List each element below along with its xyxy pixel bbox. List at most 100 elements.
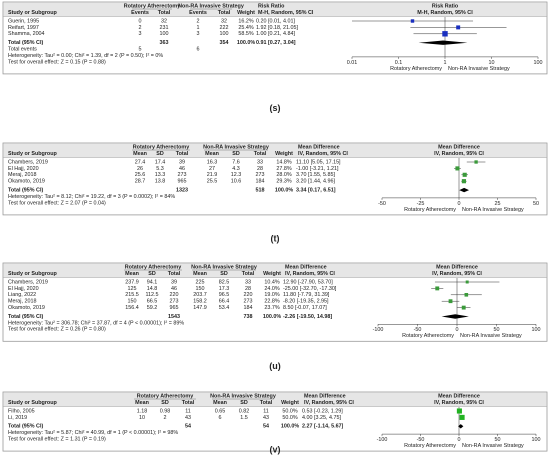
cell: 28 [245,286,251,292]
cell: 12.3 [231,172,242,178]
group-header: Rotatory Atherectomy [133,144,189,150]
cell: 46 [179,166,185,172]
heterogeneity: Heterogeneity: Tau² = 8.12; Chi² = 19.22… [8,194,175,200]
total-cell: 54 [263,424,269,430]
column-header: Mean [133,151,147,157]
weight: 10.4% [264,279,279,285]
cell: 273 [170,299,179,305]
estimate-marker [410,19,415,23]
column-header: Events [189,10,207,16]
estimate-marker [459,414,465,420]
total-diamond [418,40,468,45]
cell: 94.1 [147,279,158,285]
overall-effect: Test for overall effect: Z = 2.07 (P = 0… [8,200,106,206]
cell: 59.2 [147,305,158,311]
cell: 273 [256,172,265,178]
effect: 1.00 [0.21, 4.84] [256,31,295,37]
x-tick-label: 100 [532,437,541,443]
cell: 17.4 [155,159,166,165]
effect: 11.80 [-7.79, 31.39] [283,292,330,298]
effect: 0.53 [-0.23, 1.29] [302,408,343,414]
cell: 5.3 [156,166,164,172]
cell: 1 [197,25,200,31]
effect-header: M-H, Random, 95% CI [258,10,314,16]
plot-header: M-H, Random, 95% CI [417,10,473,16]
total-weight: 100.0% [275,188,293,194]
cell: 27 [209,166,215,172]
cell: 1.5 [240,415,248,421]
effect: 1.92 [0.18, 21.05] [256,25,298,31]
estimate-marker [456,25,461,30]
column-header: SD [148,271,156,277]
effect: 3.20 [1.44, 4.96] [296,179,335,185]
cell: 2 [164,415,167,421]
cell: 184 [256,179,265,185]
cell: 184 [244,305,253,311]
group-header: Rotatory Atherectomy [137,393,193,399]
favours-left: Rotatory Atherectomy [404,207,456,213]
panel-caption: (u) [269,361,281,371]
total-name: Total (95% CI) [8,424,43,430]
estimate-marker [461,179,467,184]
x-tick-label: 50 [494,327,500,333]
panel-caption: (t) [271,233,280,243]
effect-header: Mean Difference [285,264,327,270]
study-name: Okamoto, 2019 [8,305,45,311]
estimate-marker [456,408,462,414]
heterogeneity: Heterogeneity: Tau² = 5.87; Chi² = 40.99… [8,430,178,436]
group-header: Non-RA Invasive Strategy [178,3,244,9]
cell: 112.5 [145,292,158,298]
total-weight: 100.0% [263,314,281,320]
heterogeneity: Heterogeneity: Tau² = 0.00; Chi² = 1.39,… [8,53,163,59]
group-header: Rotatory Atherectomy [124,3,180,9]
x-tick-label: -50 [417,437,425,443]
weight: 23.7% [264,305,279,311]
weight: 50.0% [282,408,297,414]
cell: 222 [220,25,229,31]
total-effect: 3.34 [0.17, 6.51] [296,188,336,194]
panel-caption: (s) [270,103,281,113]
header-band [3,392,547,407]
heterogeneity: Heterogeneity: Tau² = 306.78; Chi² = 37.… [8,320,184,326]
cell: 27.4 [135,159,146,165]
cell: 0.65 [215,408,226,414]
cell: 100 [220,31,229,37]
effect: 8.50 [-0.07, 17.07] [283,305,327,311]
column-header: Study or Subgroup [8,400,58,406]
weight: 50.0% [282,415,297,421]
cell: 273 [178,172,187,178]
total-diamond [458,424,464,429]
cell: 21.9 [207,172,218,178]
cell: 53.4 [219,305,230,311]
group-header: Non-RA Invasive Strategy [203,144,269,150]
panel-frame [2,142,548,216]
column-header: Total [260,400,273,406]
plot-header: Risk Ratio [432,3,459,9]
x-tick-label: -50 [378,201,386,207]
column-header: Events [131,10,149,16]
column-header: Study or Subgroup [8,10,58,16]
plot-header: IV, Random, 95% CI [434,400,484,406]
cell: 43 [185,415,191,421]
total-diamond [459,187,470,193]
plot-header: Mean Difference [438,393,480,399]
total-name: Total (95% CI) [8,188,43,194]
header-band [3,263,547,278]
plot-header: IV, Random, 95% CI [434,151,484,157]
effect: 11.10 [5.05, 17.15] [296,159,341,165]
favours-right: Non-RA Invasive Strategy [462,443,524,449]
cell: 28.7 [135,179,146,185]
weight: 25.4% [238,25,253,31]
study-name: Okamoto, 2019 [8,179,45,185]
effect-header: Mean Difference [298,144,340,150]
cell: 203.7 [193,292,207,298]
cell: 158.2 [193,299,207,305]
cell: 3 [139,31,142,37]
column-header: SD [240,400,248,406]
column-header: Total [182,400,195,406]
effect: 4.00 [3.25, 4.75] [302,415,341,421]
column-header: Study or Subgroup [8,151,58,157]
cell: 150 [128,299,137,305]
cell: 4.3 [232,166,240,172]
total-cell: 738 [244,314,253,320]
